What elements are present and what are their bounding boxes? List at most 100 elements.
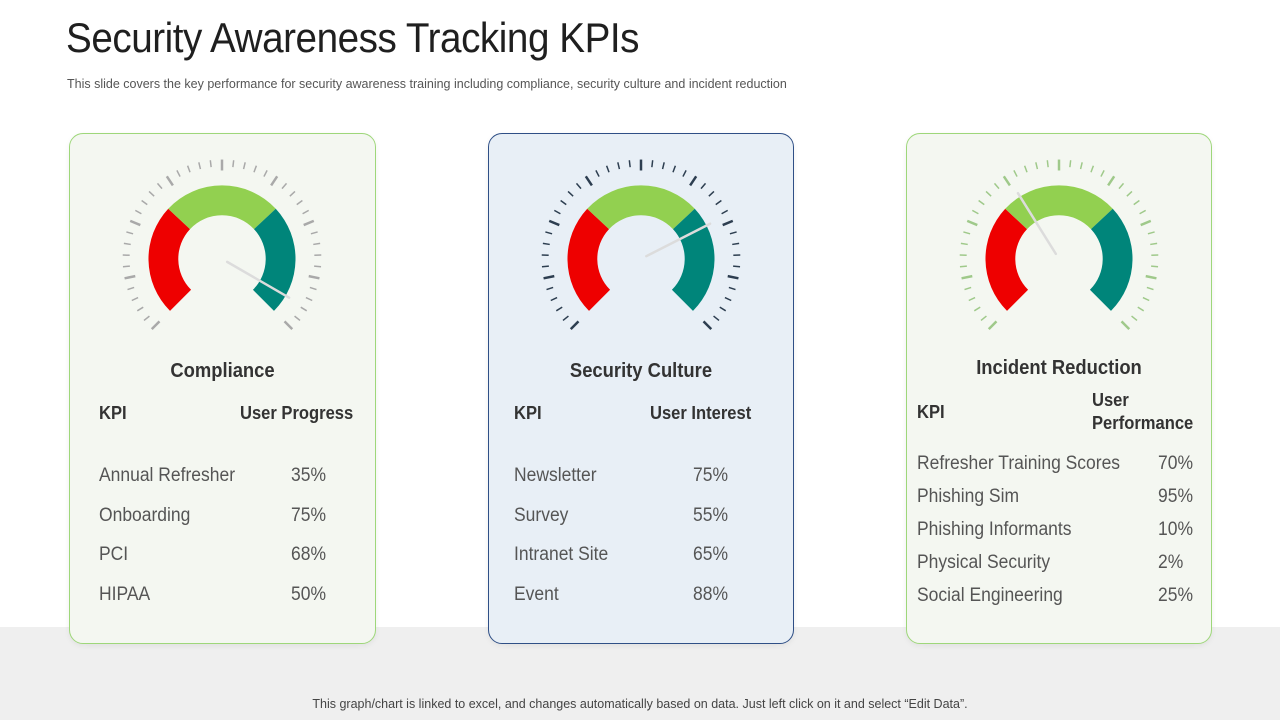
gauge-compliance (122, 159, 322, 331)
kpi-row-value: 88% (693, 584, 728, 605)
page-title: Security Awareness Tracking KPIs (66, 14, 640, 61)
gauge-tick (123, 242, 131, 246)
gauge-tick (263, 170, 268, 177)
kpi-row-label: Newsletter (514, 465, 597, 486)
gauge-tick (689, 175, 698, 187)
gauge-needle (225, 260, 291, 299)
gauge-tick (708, 190, 715, 197)
gauge-tick (305, 296, 313, 302)
gauge-tick (129, 219, 141, 227)
gauge-tick (165, 175, 174, 187)
gauge-tick (605, 165, 610, 173)
gauge-tick (289, 190, 296, 197)
kpi-row-value: 55% (693, 505, 728, 526)
gauge-tick (575, 182, 582, 190)
gauge-tick (1139, 209, 1147, 215)
gauge-tick (283, 320, 294, 331)
gauge-tick (1126, 190, 1133, 197)
gauge-tick (541, 265, 549, 268)
gauge-tick (198, 162, 202, 170)
gauge-tick (1002, 175, 1011, 187)
gauge-tick (1100, 170, 1105, 177)
gauge-tick (296, 199, 303, 206)
gauge-tick (628, 160, 631, 168)
gauge-tick (959, 265, 967, 268)
kpi-row-label: Phishing Sim (917, 486, 1020, 507)
gauge-tick (1090, 165, 1095, 173)
gauge-tick (672, 165, 677, 173)
gauge-tick (960, 242, 968, 246)
gauge-tick (980, 315, 987, 321)
kpi-row-label: Event (514, 584, 559, 605)
gauge-tick (270, 175, 279, 187)
gauge-tick (232, 160, 235, 168)
gauge-tick (136, 306, 144, 312)
kpi-row-value: 10% (1158, 519, 1193, 540)
value-header-line2: Performance (1092, 413, 1194, 433)
gauge-tick (1107, 175, 1116, 187)
gauge-band-teal (1089, 208, 1133, 311)
gauge-tick (569, 320, 580, 331)
kpi-row-label: Onboarding (99, 505, 191, 526)
gauge-tick (1035, 162, 1039, 170)
gauge-tick (729, 231, 737, 235)
gauge-tick (122, 265, 130, 268)
card-title: Compliance (170, 360, 275, 382)
kpi-row-value: 50% (291, 584, 326, 605)
kpi-row-value: 75% (291, 505, 326, 526)
gauge-tick (1023, 165, 1028, 173)
kpi-header: KPI (99, 403, 127, 423)
gauge-tick (302, 209, 310, 215)
gauge-tick (713, 315, 720, 321)
gauge-tick (721, 209, 729, 215)
gauge-tick (555, 306, 563, 312)
gauge-band-teal (671, 208, 715, 311)
gauge-tick (651, 160, 654, 168)
gauge-tick (303, 219, 315, 227)
gauge-tick (1133, 199, 1140, 206)
gauge-tick (715, 199, 722, 206)
gauge-tick (308, 274, 320, 280)
value-header-line1: User (1092, 390, 1129, 410)
gauge-tick (964, 286, 972, 291)
gauge-tick (1145, 274, 1157, 280)
kpi-row-label: PCI (99, 544, 129, 565)
gauge-tick (595, 170, 600, 177)
gauge-tick (131, 296, 139, 302)
kpi-row-label: HIPAA (99, 584, 151, 605)
gauge-tick (156, 182, 163, 190)
gauge-band-teal (252, 208, 296, 311)
gauge-tick (543, 274, 555, 280)
gauge-tick (1146, 286, 1154, 291)
gauge-tick (1140, 219, 1152, 227)
gauge-tick (548, 219, 560, 227)
card-title: Incident Reduction (976, 357, 1142, 379)
gauge-tick (300, 306, 308, 312)
gauge-tick (963, 231, 971, 235)
gauge-tick (186, 165, 191, 173)
gauge-tick (176, 170, 181, 177)
kpi-row-value: 65% (693, 544, 728, 565)
gauge-tick (724, 296, 732, 302)
gauge-tick (973, 306, 981, 312)
gauge-tick (134, 209, 142, 215)
gauge-needle (645, 222, 712, 258)
gauge-tick (314, 265, 322, 268)
gauge-tick (722, 219, 734, 227)
kpi-row-value: 75% (693, 465, 728, 486)
gauge-tick (1118, 182, 1125, 190)
gauge-band-green (1005, 185, 1113, 230)
gauge-tick (702, 320, 713, 331)
page-subtitle: This slide covers the key performance fo… (67, 77, 787, 91)
gauge-incident-reduction (959, 159, 1159, 331)
gauge-needle (1016, 191, 1058, 256)
gauge-tick (968, 296, 976, 302)
gauge-tick (542, 242, 550, 246)
gauge-tick (124, 274, 136, 280)
gauge-tick (1151, 265, 1159, 268)
kpi-row-value: 95% (1158, 486, 1193, 507)
gauge-tick (1142, 296, 1150, 302)
gauge-tick (682, 170, 687, 177)
gauge-tick (584, 175, 593, 187)
gauge-tick (1150, 242, 1158, 246)
